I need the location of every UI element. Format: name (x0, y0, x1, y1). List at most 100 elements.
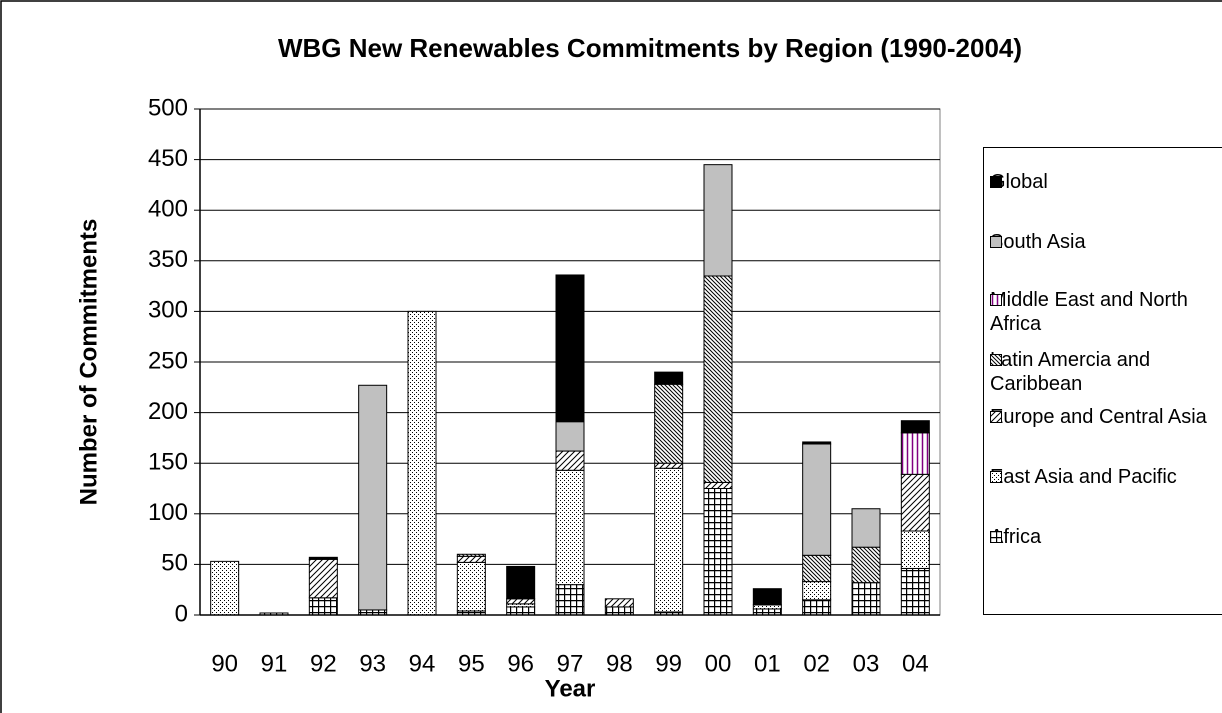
bar-segment (703, 164, 733, 277)
legend-item: Global (990, 170, 1222, 194)
legend-item: Middle East and North Africa (990, 288, 1222, 336)
legend: Global South Asia Middle East and North Af… (983, 147, 1222, 615)
legend-swatch (990, 531, 1002, 543)
bar-segment (802, 443, 832, 556)
y-tick-label: 0 (175, 600, 188, 627)
bar-segment (555, 584, 585, 616)
x-tick-label: 03 (853, 650, 880, 677)
y-tick-label: 500 (148, 94, 188, 121)
legend-label: Africa (990, 526, 1042, 548)
x-tick-label: 99 (655, 650, 682, 677)
x-tick-label: 04 (902, 650, 929, 677)
bar-segment (802, 441, 832, 445)
x-tick-label: 01 (754, 650, 781, 677)
legend-swatch-fill (990, 411, 1002, 423)
bar-segment (654, 467, 684, 613)
bar-segment (851, 582, 881, 616)
bar-segment (308, 597, 338, 616)
legend-swatch (990, 236, 1002, 248)
legend-item: South Asia (990, 230, 1222, 254)
legend-label: East Asia and Pacific (990, 466, 1177, 488)
bar-segment (407, 310, 437, 616)
bar-segment (900, 473, 930, 532)
bar-segment (358, 384, 388, 611)
bar-segment (851, 546, 881, 584)
y-tick-label: 50 (161, 550, 188, 577)
bar-segment (456, 555, 486, 563)
bar-segment (752, 604, 782, 610)
legend-swatch-fill (990, 176, 1002, 188)
bar-segment (802, 581, 832, 601)
bar-segment (308, 556, 338, 560)
bar-segment (210, 560, 240, 616)
bar-segment (456, 561, 486, 612)
legend-item: Africa (990, 525, 1222, 549)
legend-item: East Asia and Pacific (990, 465, 1222, 489)
bar-segment (555, 450, 585, 471)
legend-item: Latin Amercia and Caribbean (990, 348, 1222, 396)
y-tick-label: 150 (148, 449, 188, 476)
bar-segment (604, 606, 634, 616)
y-tick-label: 250 (148, 347, 188, 374)
bar-segment (900, 567, 930, 616)
x-tick-label: 94 (409, 650, 436, 677)
bar-segment (358, 609, 388, 616)
legend-swatch (990, 354, 1002, 366)
y-tick-label: 450 (148, 145, 188, 172)
bar-segment (555, 421, 585, 452)
bar-segment (604, 598, 634, 608)
bar-segment (900, 530, 930, 569)
legend-swatch (990, 176, 1002, 188)
bar-segment (555, 274, 585, 423)
y-tick-label: 200 (148, 398, 188, 425)
x-tick-label: 92 (310, 650, 337, 677)
bar-segment (456, 553, 486, 557)
legend-swatch-fill (990, 471, 1002, 483)
x-tick-label: 90 (211, 650, 238, 677)
y-tick-label: 350 (148, 246, 188, 273)
legend-label: Latin Amercia and Caribbean (990, 349, 1151, 395)
x-tick-label: 98 (606, 650, 633, 677)
bar-segment (703, 481, 733, 490)
bar-segment (506, 606, 536, 616)
bar-segment (654, 462, 684, 469)
bar-segment (752, 588, 782, 606)
x-tick-label: 95 (458, 650, 485, 677)
bar-segment (802, 599, 832, 616)
bar-segment (703, 275, 733, 483)
x-tick-label: 91 (261, 650, 288, 677)
x-tick-label: 97 (557, 650, 584, 677)
x-axis-title: Year (545, 675, 596, 702)
legend-label: South Asia (990, 231, 1086, 253)
x-tick-label: 00 (705, 650, 732, 677)
legend-swatch-fill (990, 236, 1002, 248)
bar-segment (900, 420, 930, 434)
legend-label: Global (990, 171, 1048, 193)
bar-segment (802, 554, 832, 583)
legend-label: Europe and Central Asia (990, 406, 1207, 428)
y-tick-label: 300 (148, 297, 188, 324)
legend-swatch (990, 294, 1002, 306)
bar-segment (703, 488, 733, 616)
x-tick-label: 96 (507, 650, 534, 677)
bar-segment (654, 383, 684, 464)
legend-label: Middle East and North Africa (990, 289, 1188, 335)
legend-item: Europe and Central Asia (990, 405, 1222, 429)
legend-swatch-fill (990, 531, 1002, 543)
legend-swatch-fill (990, 354, 1002, 366)
legend-swatch-fill (990, 294, 1002, 306)
bar-segment (506, 565, 536, 600)
bar-segment (506, 598, 536, 605)
legend-swatch (990, 471, 1002, 483)
y-tick-label: 400 (148, 196, 188, 223)
bar-segment (851, 508, 881, 548)
bar-segment (900, 432, 930, 475)
chart-title: WBG New Renewables Commitments by Region… (278, 33, 1022, 63)
legend-swatch (990, 411, 1002, 423)
bar-segment (555, 469, 585, 586)
bar-segment (752, 608, 782, 616)
bar-segment (654, 371, 684, 385)
